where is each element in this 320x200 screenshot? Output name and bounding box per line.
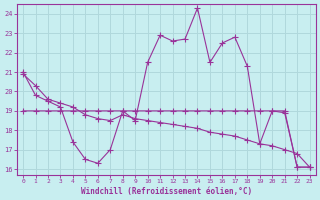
X-axis label: Windchill (Refroidissement éolien,°C): Windchill (Refroidissement éolien,°C) [81, 187, 252, 196]
